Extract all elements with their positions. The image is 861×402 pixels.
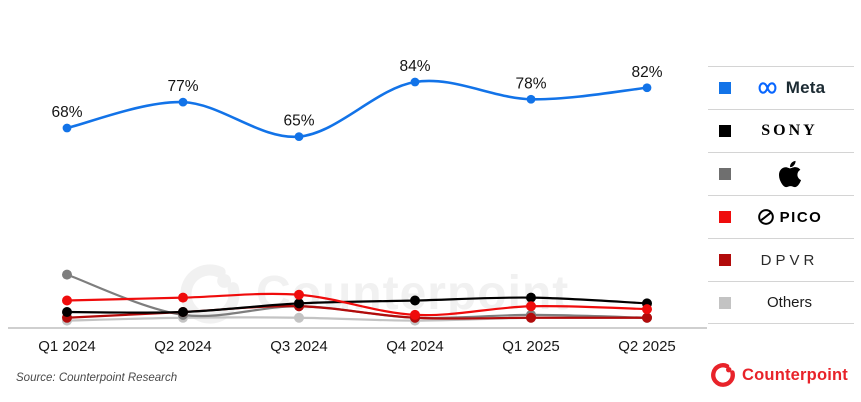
meta-wordmark: Meta xyxy=(785,78,826,97)
data-point-meta xyxy=(294,132,304,142)
legend-swatch-sony xyxy=(719,125,731,137)
legend-swatch-dpvr xyxy=(719,254,731,266)
point-label-meta: 82% xyxy=(631,64,662,81)
x-tick-q1-2025: Q1 2025 xyxy=(502,338,560,355)
data-point-dpvr xyxy=(526,312,536,323)
legend-item-dpvr: DPVR xyxy=(708,238,854,281)
data-point-sony xyxy=(410,295,420,306)
x-tick-q2-2025: Q2 2025 xyxy=(618,338,676,355)
data-point-pico xyxy=(178,292,188,303)
series-line-meta xyxy=(66,79,648,138)
data-point-sony xyxy=(294,298,304,309)
apple-logo-icon xyxy=(778,160,801,188)
counterpoint-logo-text: Counterpoint xyxy=(742,365,848,384)
x-axis: Q1 2024 Q2 2024 Q3 2024 Q4 2024 Q1 2025 … xyxy=(0,338,710,360)
data-point-sony xyxy=(178,307,188,317)
legend-swatch-meta xyxy=(719,82,731,94)
data-point-others xyxy=(294,312,304,323)
point-label-meta: 77% xyxy=(167,78,198,95)
legend-swatch-pico xyxy=(719,211,731,223)
point-label-meta: 68% xyxy=(51,104,82,121)
point-label-meta: 78% xyxy=(515,75,546,92)
point-label-meta: 65% xyxy=(283,113,314,130)
others-label: Others xyxy=(766,294,812,311)
legend-item-apple xyxy=(708,152,854,195)
series-line-sony xyxy=(66,296,648,314)
data-point-sony xyxy=(62,307,72,317)
counterpoint-logo-icon xyxy=(711,363,735,387)
data-point-pico xyxy=(410,309,420,320)
data-point-meta xyxy=(62,123,72,133)
meta-infinity-icon xyxy=(758,82,777,94)
counterpoint-logo: Counterpoint xyxy=(710,362,848,388)
counterpoint-watermark-icon xyxy=(180,264,240,324)
x-tick-q1-2024: Q1 2024 xyxy=(38,338,96,355)
pico-logo-icon xyxy=(757,209,774,225)
data-point-meta xyxy=(526,94,536,104)
data-point-meta xyxy=(410,77,420,87)
sony-wordmark: SONY xyxy=(761,122,818,139)
meta-logo: Meta xyxy=(731,78,854,98)
legend-swatch-apple xyxy=(719,168,731,180)
legend-item-sony: SONY xyxy=(708,109,854,152)
x-tick-q2-2024: Q2 2024 xyxy=(154,338,212,355)
series-line-pico xyxy=(66,292,648,317)
data-point-meta xyxy=(642,83,652,93)
point-label-meta: 84% xyxy=(399,58,430,75)
data-point-apple xyxy=(62,269,72,280)
legend-item-meta: Meta xyxy=(708,66,854,109)
dpvr-wordmark: DPVR xyxy=(760,251,819,269)
x-tick-q3-2024: Q3 2024 xyxy=(270,338,328,355)
data-point-pico xyxy=(526,301,536,312)
legend-item-pico: PICO xyxy=(708,195,854,238)
data-point-meta xyxy=(178,97,188,107)
data-point-pico xyxy=(62,295,72,306)
legend-item-others: Others xyxy=(708,281,854,324)
x-tick-q4-2024: Q4 2024 xyxy=(386,338,444,355)
data-point-sony xyxy=(526,292,536,303)
data-point-dpvr xyxy=(642,312,652,323)
pico-wordmark: PICO xyxy=(779,208,823,226)
legend: Meta SONY PICO xyxy=(708,66,854,324)
legend-swatch-others xyxy=(719,296,731,309)
source-note: Source: Counterpoint Research xyxy=(16,372,178,384)
data-point-pico xyxy=(294,289,304,300)
line-chart-plot: 68% 77% 65% 84% 78% 82% xyxy=(8,58,707,329)
data-point-pico xyxy=(642,304,652,315)
